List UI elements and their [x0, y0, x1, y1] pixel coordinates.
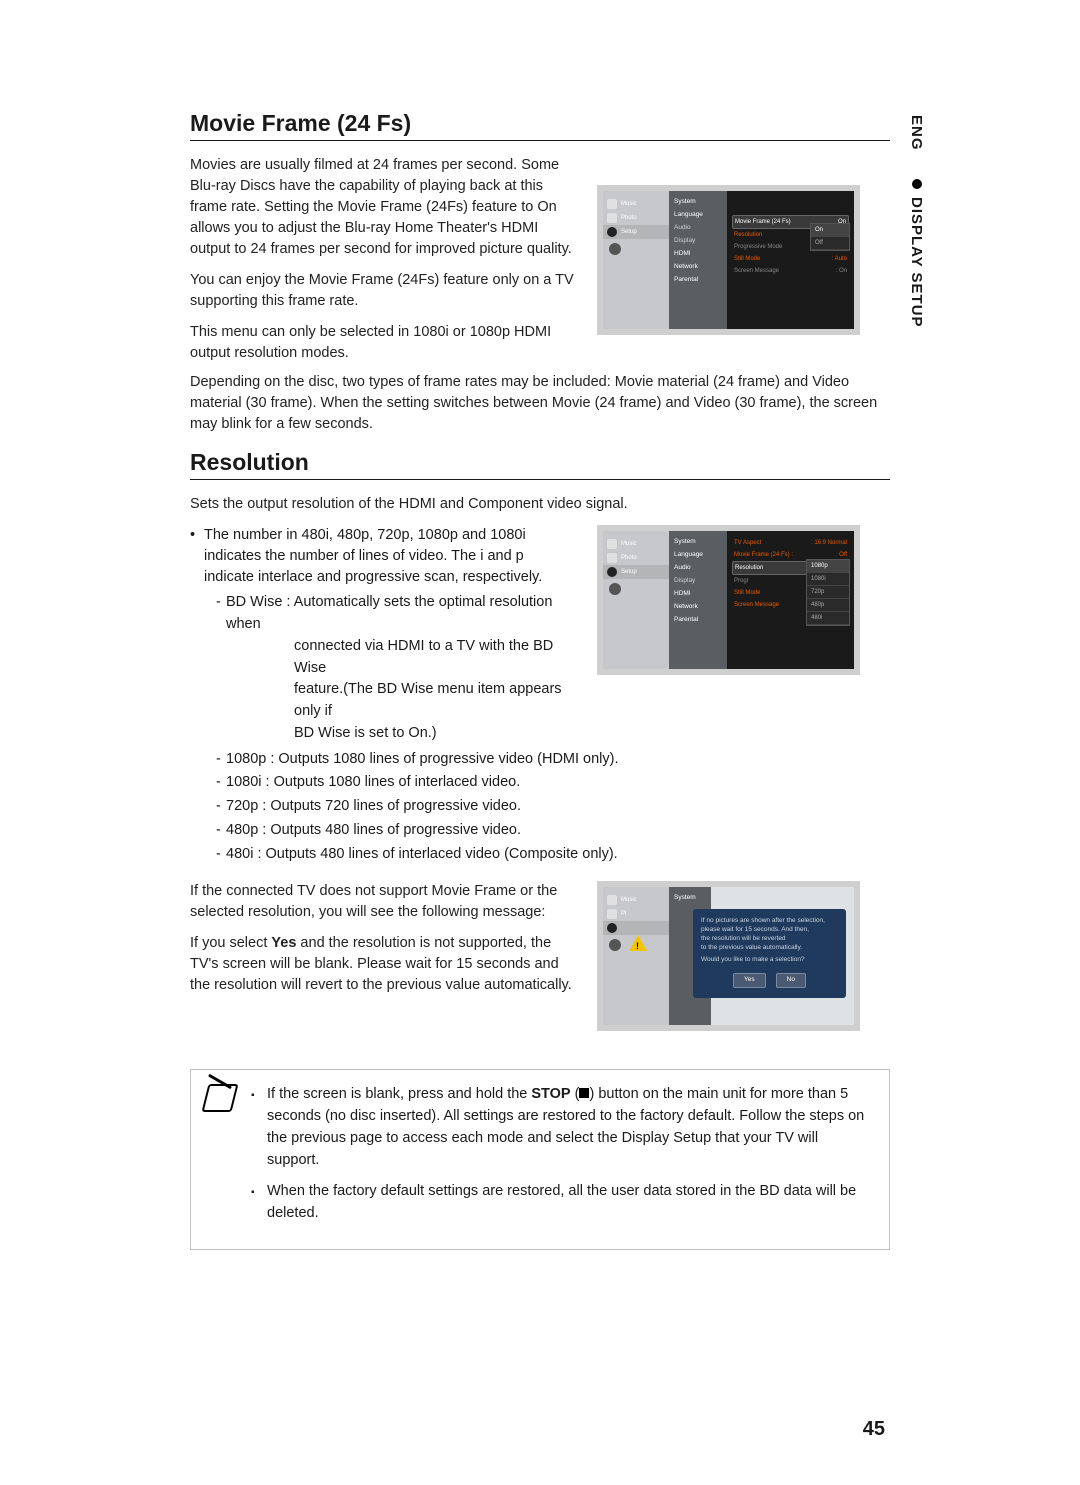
dialog-yes-button[interactable]: Yes	[733, 973, 766, 988]
tv2-dd-2: 720p	[807, 586, 849, 599]
warn2a: If you select	[190, 935, 271, 951]
tv-side-photo: Photo	[621, 215, 637, 221]
section-rule	[190, 140, 890, 141]
note-item-2: When the factory default settings are re…	[251, 1181, 871, 1225]
tv2-side-music: Music	[621, 541, 637, 547]
tv2-menu-language: Language	[669, 548, 727, 561]
tv2-r2l: Resolution	[735, 565, 763, 571]
bdwise-l2: connected via HDMI to a TV with the BD W…	[226, 636, 575, 680]
tv1-row1-l: Resolution	[734, 232, 762, 238]
tv3-top: System	[669, 891, 711, 904]
side-tab: ENG DISPLAY SETUP	[908, 115, 925, 327]
tv2-r0r: : 16:9 Normal	[811, 540, 847, 546]
disc-icon-2	[609, 583, 621, 595]
section-label: DISPLAY SETUP	[908, 197, 925, 328]
warn-paragraph-1: If the connected TV does not support Mov…	[190, 881, 575, 923]
tv-side-music: Music	[621, 201, 637, 207]
tv2-r1l: Movie Frame (24 Fs) :	[734, 552, 793, 558]
tv2-menu-parental: Parental	[669, 613, 727, 626]
mf-paragraph-2: You can enjoy the Movie Frame (24Fs) fea…	[190, 270, 575, 312]
mf-paragraph-4: Depending on the disc, two types of fram…	[190, 372, 890, 435]
mf-paragraph-3: This menu can only be selected in 1080i …	[190, 322, 575, 364]
tv2-r1r: Off	[839, 552, 847, 558]
tv2-r5l: Screen Message	[734, 602, 779, 608]
note-item-1: If the screen is blank, press and hold t…	[251, 1084, 871, 1171]
tv2-r4l: Still Mode	[734, 590, 760, 596]
tv2-dropdown: 1080p 1080i 720p 480p 480i	[806, 559, 850, 626]
side-dot-icon	[912, 179, 922, 189]
tv2-dd-1: 1080i	[807, 573, 849, 586]
dlg-l4: to the previous value automatically.	[701, 944, 838, 953]
dlg-l2: please wait for 15 seconds. And then,	[701, 926, 838, 935]
dlg-q: Would you like to make a selection?	[701, 956, 838, 965]
res-1080i: 1080i : Outputs 1080 lines of interlaced…	[216, 772, 890, 794]
tv2-side-setup: Setup	[621, 569, 637, 575]
tv2-dd-0: 1080p	[807, 560, 849, 573]
tv-menu-display: Display	[669, 234, 727, 247]
tv-screenshot-dialog: Music Pl System ! If no pictures are sho…	[597, 881, 860, 1031]
tv2-r0l: TV Aspect	[734, 540, 761, 546]
tv1-dd-off: Off	[811, 237, 849, 250]
warn-paragraph-2: If you select Yes and the resolution is …	[190, 933, 575, 996]
tv-menu-language: Language	[669, 208, 727, 221]
bdwise-l4: BD Wise is set to On.)	[226, 723, 575, 745]
tv3-side-music: Music	[621, 897, 637, 903]
tv2-menu-system: System	[669, 535, 727, 548]
disc-icon-3	[609, 939, 621, 951]
note-icon	[202, 1084, 239, 1112]
tv1-dd-on: On	[811, 224, 849, 237]
tv-menu-parental: Parental	[669, 273, 727, 286]
tv1-row3-l: Still Mode	[734, 256, 760, 262]
resolution-intro: Sets the output resolution of the HDMI a…	[190, 494, 890, 515]
tv-screenshot-movie-frame: Music Photo Setup System Language Audio …	[597, 185, 860, 335]
tv-side-setup: Setup	[621, 229, 637, 235]
tv2-dd-4: 480i	[807, 612, 849, 625]
resolution-bullet-lead: The number in 480i, 480p, 720p, 1080p an…	[190, 525, 575, 588]
resolution-title: Resolution	[190, 449, 890, 476]
tv1-row4-r: : On	[836, 268, 847, 274]
bdwise-line: BD Wise : Automatically sets the optimal…	[216, 592, 575, 744]
mf-paragraph-1: Movies are usually filmed at 24 frames p…	[190, 155, 575, 260]
tv2-menu-display: Display	[669, 574, 727, 587]
tv2-menu-network: Network	[669, 600, 727, 613]
res-480i: 480i : Outputs 480 lines of interlaced v…	[216, 844, 890, 866]
tv-menu-hdmi: HDMI	[669, 247, 727, 260]
n1c: (	[571, 1086, 580, 1102]
tv2-menu-audio: Audio	[669, 561, 727, 574]
tv1-dropdown: On Off	[810, 223, 850, 251]
tv1-row0-l: Movie Frame (24 Fs)	[735, 219, 791, 225]
dialog-no-button[interactable]: No	[776, 973, 806, 988]
res-720p: 720p : Outputs 720 lines of progressive …	[216, 796, 890, 818]
res-1080p: 1080p : Outputs 1080 lines of progressiv…	[216, 749, 890, 771]
warning-excl: !	[636, 941, 639, 951]
tv1-row3-r: : Auto	[832, 256, 847, 262]
n1a: If the screen is blank, press and hold t…	[267, 1086, 531, 1102]
page-number: 45	[863, 1418, 885, 1441]
n1b: STOP	[531, 1086, 570, 1102]
dlg-l3: the resolution will be reverted	[701, 935, 838, 944]
tv2-dd-3: 480p	[807, 599, 849, 612]
bdwise-l3: feature.(The BD Wise menu item appears o…	[226, 679, 575, 723]
note-box: If the screen is blank, press and hold t…	[190, 1069, 890, 1250]
bdwise-l1: BD Wise : Automatically sets the optimal…	[226, 594, 552, 632]
tv2-menu-hdmi: HDMI	[669, 587, 727, 600]
tv2-side-photo: Photo	[621, 555, 637, 561]
movie-frame-title: Movie Frame (24 Fs)	[190, 110, 890, 137]
res-480p: 480p : Outputs 480 lines of progressive …	[216, 820, 890, 842]
stop-square-icon	[579, 1088, 589, 1098]
tv-screenshot-resolution: Music Photo Setup System Language Audio …	[597, 525, 860, 675]
tv1-row4-l: Screen Message	[734, 268, 779, 274]
warn2b: Yes	[271, 935, 296, 951]
lang-label: ENG	[908, 115, 925, 151]
tv-dialog-box: If no pictures are shown after the selec…	[693, 909, 846, 998]
tv-menu-network: Network	[669, 260, 727, 273]
tv-menu-audio: Audio	[669, 221, 727, 234]
disc-icon	[609, 243, 621, 255]
section-rule-2	[190, 479, 890, 480]
dlg-l1: If no pictures are shown after the selec…	[701, 917, 838, 926]
tv2-r3l: Progr	[734, 578, 749, 584]
tv1-row2-l: Progressive Mode	[734, 244, 782, 250]
tv-menu-system: System	[669, 195, 727, 208]
